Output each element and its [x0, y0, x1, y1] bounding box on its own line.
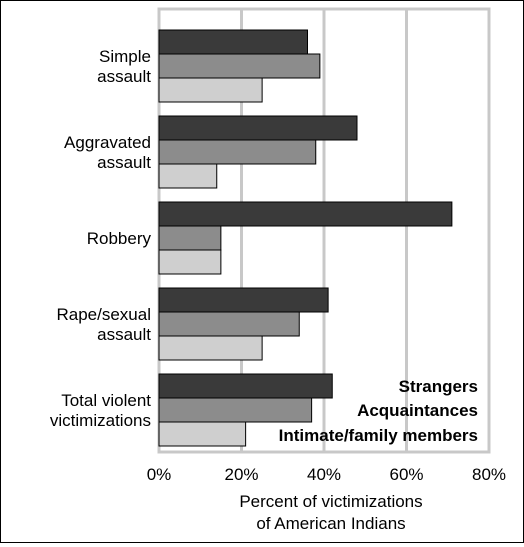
category-label-line: victimizations: [50, 411, 151, 430]
bar-strangers-5: [158, 373, 333, 399]
x-axis-label-line: Percent of victimizations: [239, 492, 422, 511]
bar-acquaintances-2: [158, 139, 317, 165]
x-tick-labels: 0% 20% 40% 60% 80%: [147, 465, 506, 484]
category-label-line: Aggravated: [64, 133, 151, 152]
category-label: Robbery: [87, 229, 152, 248]
bar-intimate-family-members-2: [158, 163, 218, 189]
category-label-line: Rape/sexual: [56, 305, 151, 324]
category-label-line: assault: [97, 325, 151, 344]
bar-strangers-3: [158, 201, 453, 227]
x-tick-label: 60%: [389, 465, 423, 484]
legend-item: Acquaintances: [357, 401, 478, 420]
legend-item: Strangers: [399, 377, 478, 396]
bar-acquaintances-5: [158, 397, 313, 423]
bar-acquaintances-4: [158, 311, 300, 337]
bar-intimate-family-members-4: [158, 335, 263, 361]
bar-strangers-1: [158, 29, 308, 55]
category-label-line: Simple: [99, 47, 151, 66]
bars: [158, 29, 453, 447]
category-label-line: assault: [97, 67, 151, 86]
bar-acquaintances-1: [158, 53, 321, 79]
x-tick-label: 20%: [224, 465, 258, 484]
category-label: Total violent victimizations: [50, 391, 151, 430]
x-axis-label: Percent of victimizations of American Ind…: [239, 492, 422, 533]
category-label: Aggravated assault: [64, 133, 151, 172]
bar-intimate-family-members-5: [158, 421, 247, 447]
category-label-line: Total violent: [61, 391, 151, 410]
bar-intimate-family-members-1: [158, 77, 263, 103]
category-label-line: Robbery: [87, 229, 152, 248]
category-label: Rape/sexual assault: [56, 305, 151, 344]
x-axis-label-line: of American Indians: [256, 514, 405, 533]
x-tick-label: 80%: [472, 465, 506, 484]
legend: Strangers Acquaintances Intimate/family me…: [279, 377, 478, 445]
bar-strangers-2: [158, 115, 358, 141]
x-tick-label: 0%: [147, 465, 172, 484]
bar-intimate-family-members-3: [158, 249, 222, 275]
x-axis-title: Percent of victimizations of American Ind…: [239, 492, 422, 533]
category-label-line: assault: [97, 153, 151, 172]
legend-item: Intimate/family members: [279, 426, 478, 445]
bar-acquaintances-3: [158, 225, 222, 251]
category-label: Simple assault: [97, 47, 151, 86]
bar-strangers-4: [158, 287, 329, 313]
x-tick-label: 40%: [307, 465, 341, 484]
